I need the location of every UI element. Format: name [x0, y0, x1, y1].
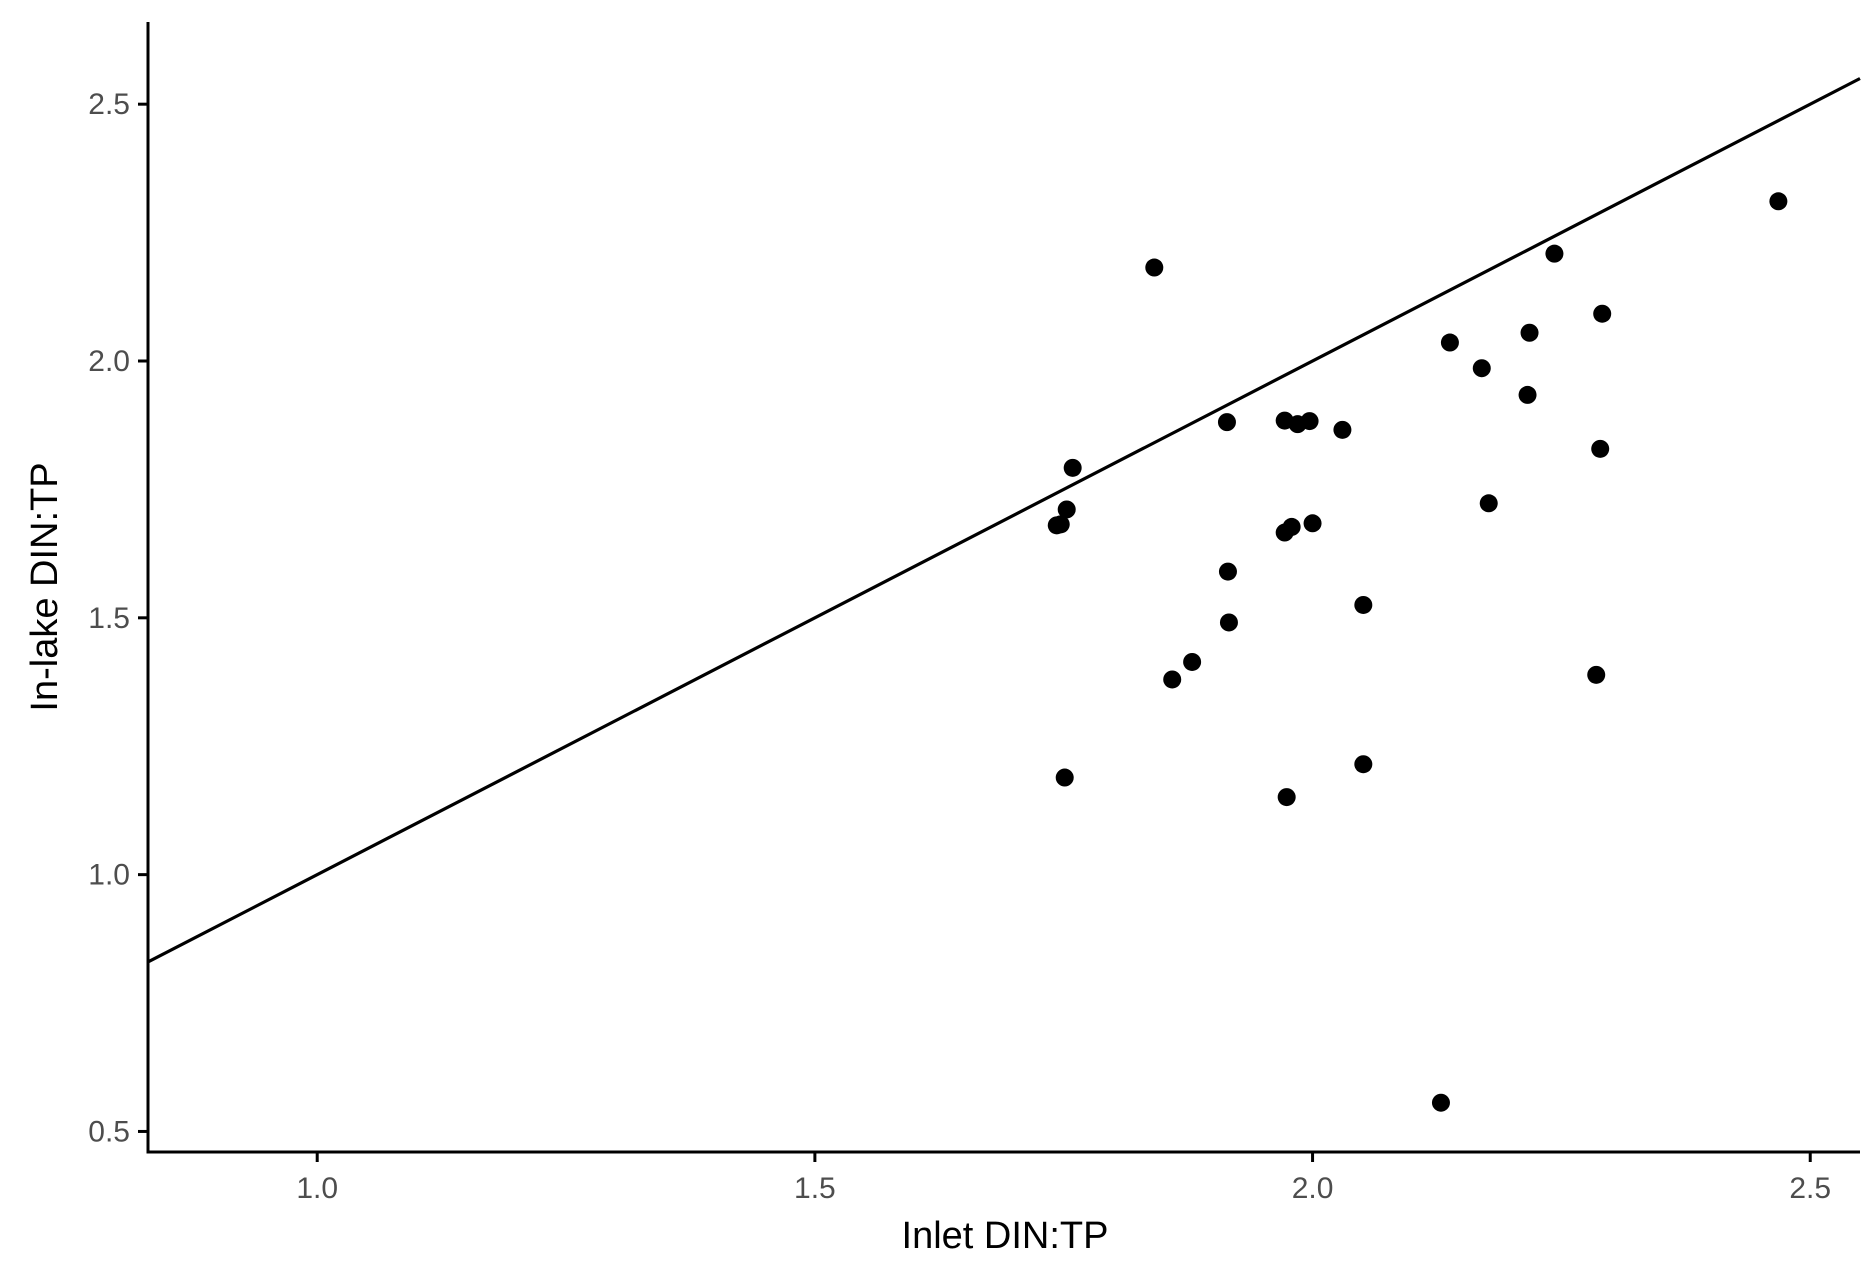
data-point-31 — [1593, 304, 1612, 323]
data-point-20 — [1354, 595, 1373, 614]
data-point-27 — [1520, 323, 1539, 342]
data-point-28 — [1545, 244, 1564, 263]
y-axis-ticks: 0.5 1.0 1.5 2.0 2.5 — [88, 88, 148, 1148]
data-point-22 — [1431, 1093, 1450, 1112]
data-point-6 — [1145, 258, 1164, 277]
x-axis-ticks: 1.0 1.5 2.0 2.5 — [296, 1152, 1831, 1205]
x-tick-label: 2.0 — [1292, 1172, 1334, 1205]
data-point-2 — [1051, 515, 1070, 534]
data-point-9 — [1217, 413, 1236, 432]
reference-line-layer — [147, 77, 1861, 964]
x-axis-title: Inlet DIN:TP — [902, 1215, 1109, 1257]
points-layer — [1047, 192, 1788, 1112]
data-point-25 — [1479, 494, 1498, 513]
x-tick-label: 2.5 — [1789, 1172, 1831, 1205]
y-tick-label: 1.0 — [88, 859, 130, 892]
data-point-24 — [1472, 359, 1491, 378]
x-tick-label: 1.0 — [296, 1172, 338, 1205]
reference-line — [147, 77, 1861, 964]
data-point-21 — [1354, 755, 1373, 774]
data-point-23 — [1440, 333, 1459, 352]
data-point-7 — [1163, 670, 1182, 689]
data-point-4 — [1057, 500, 1076, 519]
axes — [146, 22, 1860, 1154]
data-point-17 — [1300, 412, 1319, 431]
y-tick-label: 2.0 — [88, 345, 130, 378]
y-tick-label: 2.5 — [88, 88, 130, 121]
data-point-14 — [1277, 788, 1296, 807]
data-point-18 — [1303, 514, 1322, 533]
data-point-26 — [1518, 385, 1537, 404]
data-point-3 — [1055, 768, 1074, 787]
y-tick-label: 1.5 — [88, 602, 130, 635]
data-point-11 — [1219, 613, 1238, 632]
y-tick-label: 0.5 — [88, 1115, 130, 1148]
y-axis-title: In-lake DIN:TP — [24, 462, 66, 711]
data-point-29 — [1587, 665, 1606, 684]
x-tick-label: 1.5 — [794, 1172, 836, 1205]
data-point-32 — [1769, 192, 1788, 211]
data-point-15 — [1282, 517, 1301, 536]
data-point-30 — [1591, 439, 1610, 458]
data-point-10 — [1218, 562, 1237, 581]
data-point-5 — [1063, 458, 1082, 477]
data-point-19 — [1333, 420, 1352, 439]
data-point-8 — [1183, 652, 1202, 671]
